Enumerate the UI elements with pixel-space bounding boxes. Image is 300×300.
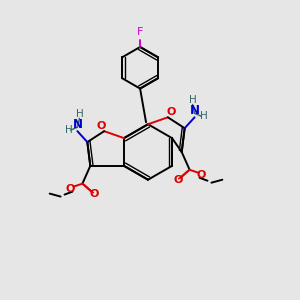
Text: O: O [66, 184, 75, 194]
Text: H: H [200, 111, 207, 121]
Text: N: N [190, 104, 200, 117]
Text: H: H [64, 125, 72, 135]
Text: O: O [166, 107, 176, 117]
Text: O: O [97, 121, 106, 131]
Text: O: O [173, 175, 182, 185]
Text: O: O [90, 189, 99, 199]
Text: H: H [76, 109, 83, 119]
Text: F: F [137, 27, 143, 37]
Text: H: H [189, 95, 196, 106]
Text: O: O [197, 170, 206, 180]
Text: N: N [72, 118, 82, 131]
